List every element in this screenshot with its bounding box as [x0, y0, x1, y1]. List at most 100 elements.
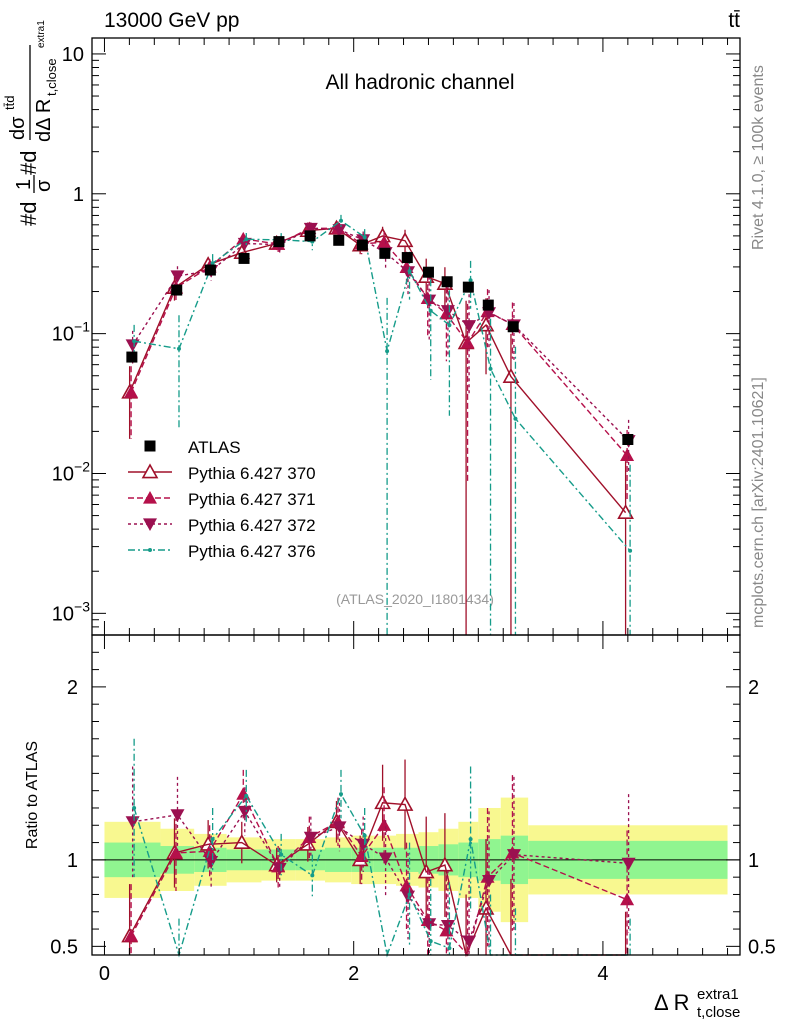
data-point-marker — [148, 548, 152, 552]
data-point-marker — [356, 239, 368, 251]
data-point-marker — [482, 299, 494, 311]
data-point-marker — [362, 833, 367, 838]
series-ratio-p371 — [124, 769, 635, 957]
legend-label: Pythia 6.427 370 — [188, 464, 316, 483]
data-point-marker — [332, 821, 347, 834]
ylabel-part-a: #d — [16, 202, 41, 226]
data-point-marker — [356, 838, 371, 852]
analysis-id: (ATLAS_2020_I1801434) — [336, 591, 494, 607]
ratio-plot-frame — [91, 634, 741, 956]
ylabel-part-g: dΔ R — [33, 99, 55, 142]
data-point-marker — [273, 236, 285, 248]
ylabel-part-c: σ — [33, 179, 55, 192]
data-point-marker — [462, 281, 474, 293]
data-point-marker — [303, 831, 318, 845]
legend-label: Pythia 6.427 372 — [188, 516, 316, 535]
legend-entry-p372: Pythia 6.427 372 — [128, 516, 316, 535]
series-layer — [121, 214, 636, 958]
data-point-marker — [171, 284, 183, 296]
ylabel-part-i: extra1 — [36, 20, 47, 48]
data-point-marker — [488, 366, 493, 371]
data-point-marker — [620, 892, 635, 906]
data-point-marker — [401, 252, 413, 264]
ylabel-part-f: tt̄d — [2, 96, 17, 110]
data-point-marker — [422, 294, 437, 308]
ratio-series-line — [132, 810, 629, 943]
ratio-y-tick-label-right: 0.5 — [748, 936, 776, 958]
ylabel-part-d: #d — [16, 151, 41, 175]
data-point-marker — [428, 308, 433, 313]
data-point-marker — [125, 339, 140, 352]
svg-text:#d: #d — [16, 202, 41, 226]
x-tick-label: 4 — [597, 963, 608, 985]
data-point-marker — [379, 247, 391, 259]
data-point-marker — [401, 266, 416, 279]
legend-entry-p376: Pythia 6.427 376 — [128, 542, 316, 561]
data-point-marker — [237, 237, 252, 251]
x-tick-label: 2 — [348, 963, 359, 985]
data-point-marker — [621, 857, 636, 871]
mcplots-label: mcplots.cern.ch [arXiv:2401.10621] — [750, 377, 767, 628]
y-tick-label: 10−2 — [52, 458, 90, 485]
series-main-atlas — [126, 230, 634, 446]
data-point-marker — [144, 440, 156, 452]
legend-entry-p370: Pythia 6.427 370 — [128, 463, 316, 483]
data-point-marker — [126, 351, 138, 363]
data-point-marker — [422, 266, 434, 278]
data-point-marker — [333, 234, 345, 246]
ratio-y-tick-label-right: 2 — [748, 677, 759, 699]
ratio-y-tick-label: 0.5 — [50, 936, 78, 958]
series-ratio-p376 — [132, 738, 631, 958]
y-tick-label: 10 — [62, 44, 84, 66]
data-point-marker — [362, 235, 367, 240]
legend-label: Pythia 6.427 371 — [188, 490, 316, 509]
xlabel-sub: t,close — [697, 1004, 740, 1021]
series-line — [134, 219, 631, 552]
data-point-marker — [170, 809, 185, 822]
xlabel: Δ R extra1 t,close — [654, 986, 740, 1021]
data-point-marker — [244, 237, 249, 242]
y-tick-label: 10−3 — [52, 598, 90, 625]
axes-layer: 0 2 4 10 1 10−1 10−2 10−3 2 2 1 1 0.5 0.5 — [50, 37, 776, 985]
data-point-marker — [622, 433, 634, 445]
legend-label: Pythia 6.427 376 — [188, 542, 316, 561]
data-point-marker — [204, 264, 216, 276]
channel-label: All hadronic channel — [325, 71, 514, 94]
data-point-marker — [170, 270, 185, 284]
y-tick-label: 10−1 — [52, 319, 90, 346]
xlabel-main: Δ R — [654, 990, 689, 1015]
data-point-marker — [507, 321, 519, 333]
data-point-marker — [238, 252, 250, 264]
xlabel-sup: extra1 — [697, 986, 739, 1003]
data-point-marker — [143, 491, 157, 504]
legend: ATLAS Pythia 6.427 370 Pythia 6.427 371 Pyt… — [128, 438, 316, 561]
ylabel-part-b: 1 — [13, 179, 35, 190]
ratio-ylabel: Ratio to ATLAS — [24, 741, 41, 849]
x-tick-label: 0 — [99, 963, 110, 985]
ratio-series-line — [133, 792, 631, 958]
data-point-marker — [407, 269, 412, 274]
data-point-marker — [125, 816, 140, 829]
legend-entry-atlas: ATLAS — [144, 438, 241, 457]
data-point-marker — [304, 230, 316, 242]
ylabel-part-e: dσ — [7, 116, 29, 140]
series-ratio-p372 — [125, 766, 636, 955]
process-label: tt̄ — [728, 9, 740, 32]
ratio-y-tick-label: 2 — [67, 677, 78, 699]
data-point-marker — [377, 818, 392, 831]
data-point-marker — [441, 276, 453, 288]
ylabel-part-h: t,close — [44, 58, 59, 96]
rivet-label: Rivet 4.1.0, ≥ 100k events — [750, 65, 767, 250]
data-point-marker — [141, 463, 159, 479]
beam-title: 13000 GeV pp — [104, 9, 239, 32]
data-point-marker — [468, 837, 473, 842]
ratio-y-tick-label: 1 — [67, 850, 78, 872]
legend-entry-p371: Pythia 6.427 371 — [128, 490, 316, 509]
series-main-p376 — [132, 214, 633, 635]
ratio-y-tick-label-right: 1 — [748, 850, 759, 872]
main-ylabel: #d 1 σ #d dσ tt̄d dΔ R t,close extra1 — [2, 20, 59, 226]
legend-label: ATLAS — [188, 438, 241, 457]
y-tick-label: 1 — [73, 184, 84, 206]
data-point-marker — [143, 518, 157, 531]
